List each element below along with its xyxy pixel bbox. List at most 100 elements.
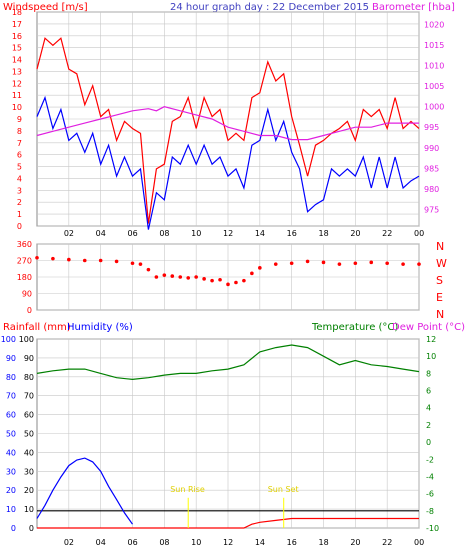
direction-letter: E — [436, 291, 443, 304]
x-tick-label-rain: 08 — [159, 538, 169, 547]
dir-y-tick: 0 — [27, 306, 32, 315]
rain-y-tick: 70 — [6, 392, 16, 401]
x-tick-label-wind: 22 — [382, 229, 392, 238]
direction-point — [98, 258, 103, 263]
temp-y-tick: 12 — [426, 335, 436, 344]
temp-y-tick: -8 — [426, 507, 434, 516]
direction-point — [353, 261, 358, 266]
direction-point — [289, 261, 294, 266]
direction-point — [242, 278, 246, 283]
series-rainfall-line — [37, 517, 419, 529]
humidity-y-tick: 30 — [24, 467, 34, 476]
humidity-label: Humidity (%) — [67, 322, 133, 333]
direction-point — [186, 276, 191, 280]
x-tick-label-wind: 00 — [414, 229, 424, 238]
baro-y-tick: 1010 — [424, 62, 444, 71]
humidity-y-tick: 60 — [24, 411, 34, 420]
baro-y-tick: 995 — [424, 123, 439, 132]
baro-y-tick: 975 — [424, 206, 439, 215]
direction-point — [114, 259, 119, 264]
dew-label: Dew Point (°C) — [392, 322, 465, 333]
direction-point — [210, 278, 214, 283]
direction-point — [162, 273, 167, 277]
direction-point — [82, 258, 87, 263]
direction-point — [417, 262, 421, 266]
rain-label: Rainfall (mm) — [3, 322, 71, 333]
baro-y-tick: 1000 — [424, 103, 444, 112]
rain-y-tick: 20 — [6, 486, 16, 495]
direction-point — [51, 256, 55, 261]
dir-y-tick: 180 — [17, 273, 32, 282]
x-tick-label-rain: 02 — [64, 538, 74, 547]
wind-y-tick: 0 — [17, 222, 22, 231]
direction-point — [194, 275, 198, 279]
wind-y-tick: 9 — [17, 115, 22, 124]
baro-y-tick: 1005 — [424, 82, 444, 91]
wind-y-tick: 6 — [17, 151, 22, 160]
humidity-y-tick: 20 — [24, 486, 34, 495]
x-tick-label-rain: 16 — [287, 538, 297, 547]
rain-y-tick: 40 — [6, 448, 16, 457]
x-tick-label-rain: 20 — [350, 538, 360, 547]
temp-y-tick: -4 — [426, 472, 434, 481]
rain-y-tick: 30 — [6, 467, 16, 476]
direction-point — [305, 259, 310, 264]
wind-y-tick: 4 — [17, 174, 22, 183]
baro-y-tick: 985 — [424, 164, 439, 173]
wind-y-tick: 17 — [12, 20, 22, 29]
wind-y-tick: 7 — [17, 139, 22, 148]
baro-y-tick: 990 — [424, 144, 439, 153]
wind-y-tick: 5 — [17, 163, 22, 172]
baro-label: Barometer [hba] — [372, 2, 455, 13]
direction-point — [258, 266, 262, 270]
direction-point — [202, 277, 206, 281]
direction-point — [226, 282, 230, 287]
direction-point — [218, 277, 222, 282]
rain-y-tick: 80 — [6, 373, 16, 382]
x-tick-label-rain: 04 — [96, 538, 106, 547]
direction-point — [273, 262, 278, 266]
direction-letter: N — [436, 308, 444, 321]
temp-y-tick: 8 — [426, 369, 431, 378]
x-tick-label-wind: 10 — [191, 229, 201, 238]
x-tick-label-rain: 18 — [319, 538, 329, 547]
dir-y-tick: 360 — [17, 240, 32, 249]
baro-y-tick: 980 — [424, 185, 439, 194]
temp-y-tick: 2 — [426, 421, 431, 430]
direction-point — [170, 274, 175, 278]
rain-y-tick: 100 — [1, 335, 16, 344]
x-tick-label-wind: 04 — [96, 229, 106, 238]
dir-y-tick: 90 — [22, 290, 32, 299]
x-tick-label-rain: 10 — [191, 538, 201, 547]
rain-y-tick: 90 — [6, 354, 16, 363]
wind-y-tick: 12 — [12, 79, 22, 88]
series-barometer-line — [36, 106, 419, 141]
rain-y-tick: 0 — [11, 524, 16, 533]
humidity-y-tick: 90 — [24, 354, 34, 363]
humidity-y-tick: 0 — [29, 524, 34, 533]
x-tick-label-wind: 02 — [64, 229, 74, 238]
direction-point — [385, 261, 389, 266]
direction-point — [369, 260, 374, 265]
wind-y-tick: 16 — [12, 32, 22, 41]
temp-y-tick: 10 — [426, 352, 436, 361]
dir-y-tick: 270 — [17, 257, 32, 266]
x-tick-label-rain: 12 — [223, 538, 233, 547]
temp-y-tick: 4 — [426, 404, 431, 413]
series-temperature-line — [36, 344, 420, 381]
x-tick-label-rain: 06 — [128, 538, 138, 547]
baro-y-tick: 1015 — [424, 41, 444, 50]
x-tick-label-wind: 16 — [287, 229, 297, 238]
x-tick-label-rain: 22 — [382, 538, 392, 547]
x-tick-label-rain: 14 — [255, 538, 265, 547]
temp-y-tick: -6 — [426, 490, 434, 499]
humidity-y-tick: 50 — [24, 430, 34, 439]
x-tick-label-wind: 18 — [319, 229, 329, 238]
wind-y-tick: 18 — [12, 8, 22, 17]
series-humidity-line — [36, 457, 133, 525]
wind-y-tick: 8 — [17, 127, 22, 136]
wind-y-tick: 10 — [12, 103, 22, 112]
wind-y-tick: 13 — [12, 67, 22, 76]
humidity-y-tick: 80 — [24, 373, 34, 382]
